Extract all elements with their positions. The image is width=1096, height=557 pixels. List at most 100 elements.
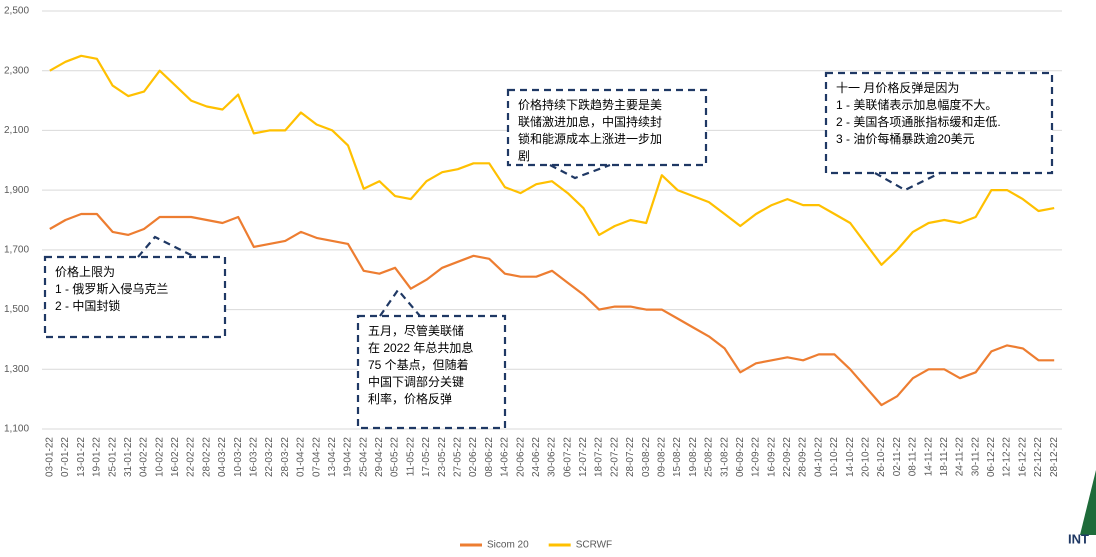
x-tick-label: 25-04-22: [358, 437, 369, 477]
x-tick-label: 22-07-22: [609, 437, 620, 477]
x-tick-label: 19-04-22: [343, 437, 354, 477]
x-tick-label: 28-09-22: [798, 437, 809, 477]
x-tick-label: 22-03-22: [264, 437, 275, 477]
y-tick-label: 2,300: [4, 65, 29, 76]
annotation-pointer: [137, 235, 196, 258]
x-tick-label: 04-03-22: [217, 437, 228, 477]
x-tick-label: 03-01-22: [44, 437, 55, 477]
x-tick-label: 22-09-22: [782, 437, 793, 477]
annotation-text: 价格持续下跌趋势主要是美: [518, 97, 662, 112]
x-tick-label: 12-12-22: [1002, 437, 1013, 477]
x-tick-label: 06-07-22: [562, 437, 573, 477]
annotation: 十一 月价格反弹是因为 1 - 美联储表示加息幅度不大。 2 - 美国各项通胀指标缓…: [824, 71, 1054, 192]
x-tick-label: 01-04-22: [296, 437, 307, 477]
x-tick-label: 20-06-22: [515, 437, 526, 477]
y-tick-label: 2,500: [4, 6, 29, 17]
x-tick-label: 11-05-22: [405, 437, 416, 477]
x-tick-label: 28-03-22: [280, 437, 291, 477]
x-tick-label: 17-05-22: [421, 437, 432, 477]
x-tick-label: 04-02-22: [139, 437, 150, 477]
x-tick-label: 28-12-22: [1049, 437, 1060, 477]
x-tick-label: 04-10-22: [813, 437, 824, 477]
legend-label: SCRWF: [576, 540, 612, 551]
x-tick-label: 14-10-22: [845, 437, 856, 477]
x-tick-label: 10-03-22: [233, 437, 244, 477]
x-tick-label: 28-02-22: [201, 437, 212, 477]
annotation-text: 剧: [518, 149, 530, 163]
x-tick-label: 07-04-22: [311, 437, 322, 477]
x-tick-label: 19-08-22: [688, 437, 699, 477]
x-tick-label: 26-10-22: [876, 437, 887, 477]
x-tick-label: 07-01-22: [60, 437, 71, 477]
x-tick-label: 06-09-22: [735, 437, 746, 477]
x-tick-label: 03-08-22: [641, 437, 652, 477]
y-tick-label: 2,100: [4, 125, 29, 136]
annotation-text: 利率，价格反弹: [368, 391, 452, 406]
x-tick-label: 24-06-22: [531, 437, 542, 477]
annotation-box: [356, 314, 507, 430]
annotation-text: 十一 月价格反弹是因为: [836, 80, 959, 95]
x-tick-label: 31-08-22: [719, 437, 730, 477]
logo-mark: [1080, 470, 1096, 535]
x-tick-label: 18-11-22: [939, 437, 950, 477]
annotation-text: 2 - 中国封锁: [55, 298, 120, 313]
y-tick-label: 1,300: [4, 364, 29, 375]
annotation-text: 中国下调部分关键: [368, 374, 464, 389]
annotation-pointer: [874, 172, 941, 192]
x-tick-label: 12-07-22: [578, 437, 589, 477]
x-tick-label: 02-06-22: [468, 437, 479, 477]
x-tick-label: 25-08-22: [704, 437, 715, 477]
x-tick-label: 23-05-22: [437, 437, 448, 477]
annotation-text: 联储激进加息，中国持续封: [518, 114, 662, 129]
annotation-text: 3 - 油价每桶暴跌逾20美元: [836, 131, 975, 146]
series-line: [49, 54, 1055, 266]
y-tick-label: 1,700: [4, 244, 29, 255]
x-tick-label: 02-11-22: [892, 437, 903, 477]
x-tick-label: 13-01-22: [76, 437, 87, 477]
x-tick-label: 30-11-22: [970, 437, 981, 477]
annotation-text: 2 - 美国各项通胀指标缓和走低.: [836, 114, 1001, 129]
x-tick-label: 09-08-22: [656, 437, 667, 477]
y-tick-label: 1,500: [4, 304, 29, 315]
annotation: 价格上限为 1 - 俄罗斯入侵乌克兰 2 - 中国封锁: [43, 235, 227, 339]
x-tick-label: 14-06-22: [500, 437, 511, 477]
x-tick-label: 16-02-22: [170, 437, 181, 477]
x-tick-label: 22-12-22: [1033, 437, 1044, 477]
x-tick-label: 13-04-22: [327, 437, 338, 477]
x-tick-label: 08-11-22: [908, 437, 919, 477]
x-tick-label: 10-02-22: [154, 437, 165, 477]
x-tick-label: 27-05-22: [452, 437, 463, 477]
x-tick-label: 15-08-22: [672, 437, 683, 477]
x-tick-label: 18-07-22: [594, 437, 605, 477]
annotation-text: 75 个基点，但随着: [368, 357, 469, 372]
annotation-text: 1 - 美联储表示加息幅度不大。: [836, 97, 997, 112]
series-line: [49, 212, 1055, 407]
logo-text: INT: [1068, 531, 1089, 546]
annotation-pointer: [379, 288, 421, 317]
annotation-pointer: [549, 163, 611, 180]
x-tick-label: 24-11-22: [955, 437, 966, 477]
x-tick-label: 06-12-22: [986, 437, 997, 477]
x-tick-label: 19-01-22: [92, 437, 103, 477]
y-tick-label: 1,100: [4, 424, 29, 435]
legend-label: Sicom 20: [487, 540, 529, 551]
x-tick-label: 29-04-22: [374, 437, 385, 477]
x-tick-label: 12-09-22: [751, 437, 762, 477]
annotation-box: [43, 255, 227, 339]
annotation-text: 五月，尽管美联储: [368, 323, 464, 338]
x-tick-label: 10-10-22: [829, 437, 840, 477]
x-tick-label: 22-02-22: [186, 437, 197, 477]
annotation-text: 在 2022 年总共加息: [368, 340, 473, 355]
x-tick-label: 28-07-22: [625, 437, 636, 477]
x-tick-label: 31-01-22: [123, 437, 134, 477]
annotation-text: 1 - 俄罗斯入侵乌克兰: [55, 281, 168, 296]
x-tick-label: 16-12-22: [1017, 437, 1028, 477]
x-tick-label: 05-05-22: [390, 437, 401, 477]
x-tick-label: 25-01-22: [107, 437, 118, 477]
x-tick-label: 16-03-22: [248, 437, 259, 477]
x-tick-label: 20-10-22: [860, 437, 871, 477]
y-tick-label: 1,900: [4, 185, 29, 196]
